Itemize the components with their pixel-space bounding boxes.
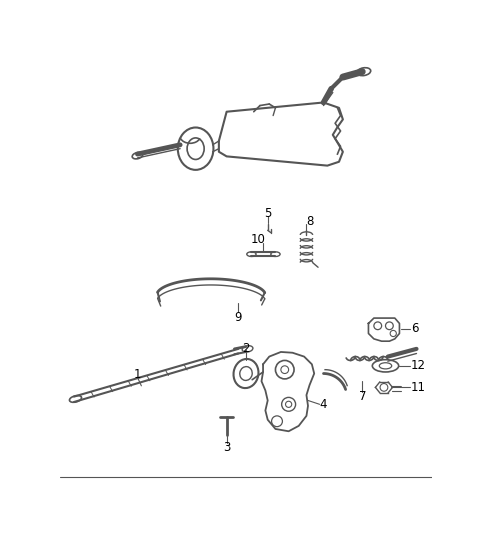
Text: 2: 2: [242, 342, 250, 354]
Text: 12: 12: [410, 359, 426, 372]
Text: 3: 3: [223, 441, 230, 454]
Text: 11: 11: [410, 381, 426, 394]
Text: 4: 4: [320, 398, 327, 411]
Text: 10: 10: [250, 233, 265, 246]
Polygon shape: [219, 103, 343, 165]
Text: 5: 5: [264, 207, 271, 220]
Text: 8: 8: [306, 215, 313, 228]
Polygon shape: [369, 318, 399, 341]
Text: 9: 9: [235, 311, 242, 324]
Text: 1: 1: [134, 368, 141, 381]
Polygon shape: [262, 352, 314, 431]
Text: 7: 7: [359, 390, 366, 403]
Text: 6: 6: [411, 322, 419, 335]
